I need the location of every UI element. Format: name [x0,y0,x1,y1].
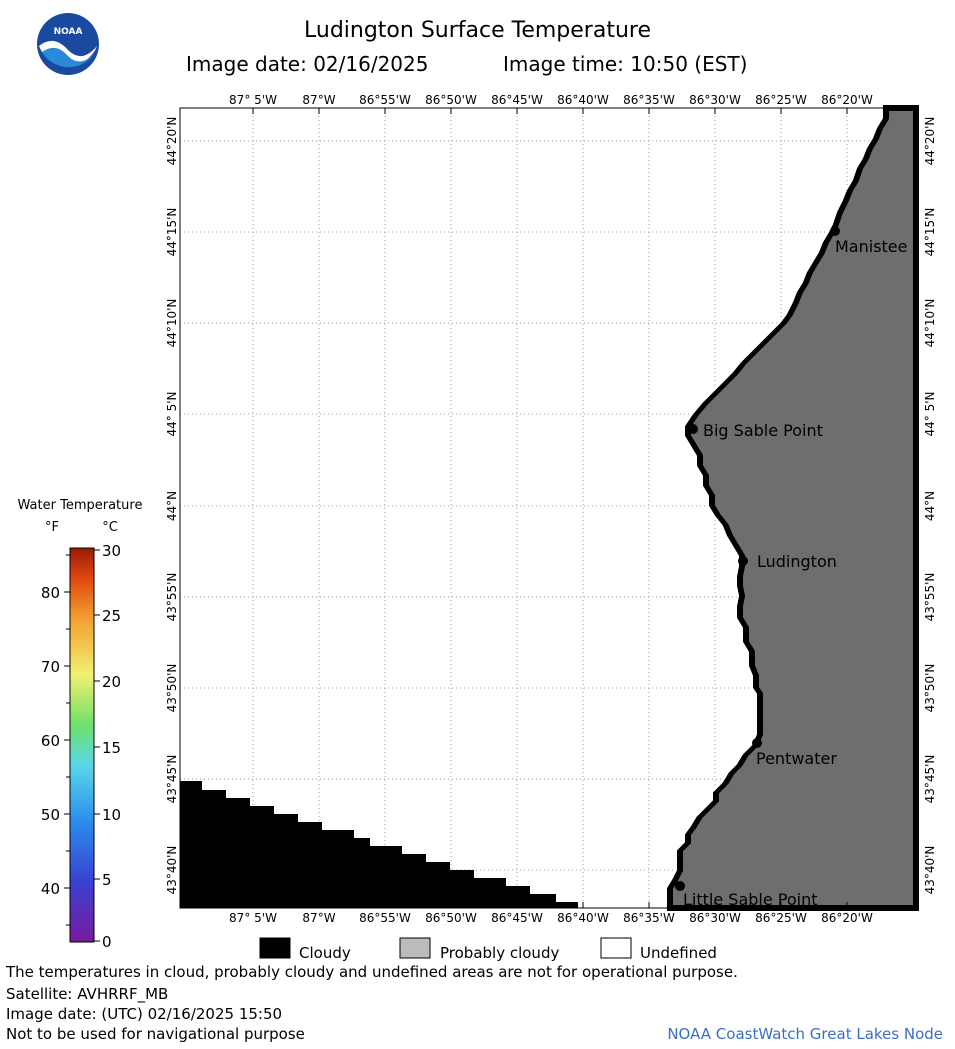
lon-label-bottom: 86°50'W [425,911,477,925]
lon-label-bottom: 87° 5'W [229,911,277,925]
lat-label-left: 43°40'N [165,846,179,895]
lon-label-bottom: 86°30'W [689,911,741,925]
colorbar-c-tick-label: 15 [102,739,121,757]
noaa-logo: NOAA [37,13,99,75]
lon-label-top: 86°25'W [755,93,807,107]
lon-label-top: 86°35'W [623,93,675,107]
legend-label-undefined: Undefined [640,944,717,962]
footer-satellite: Satellite: AVHRRF_MB [6,985,169,1003]
cloudy-area [180,781,578,908]
map-title: Ludington Surface Temperature [304,18,651,43]
land-area [667,105,919,911]
colorbar [69,547,95,943]
lat-label-left: 43°45'N [165,755,179,804]
lon-label-bottom: 87°W [302,911,335,925]
footer-utc-date: Image date: (UTC) 02/16/2025 15:50 [6,1005,283,1023]
footer-disclaimer: The temperatures in cloud, probably clou… [6,963,738,981]
lon-label-top: 86°50'W [425,93,477,107]
lat-label-right: 43°40'N [923,846,937,895]
lon-label-top: 86°55'W [359,93,411,107]
colorbar-c-tick-label: 25 [102,607,121,625]
lon-label-bottom: 86°45'W [491,911,543,925]
lon-label-top: 86°45'W [491,93,543,107]
image-date: Image date: 02/16/2025 [186,52,429,76]
lat-label-left: 44°20'N [165,117,179,166]
lat-label-right: 44°10'N [923,299,937,348]
colorbar-c-tick-label: 0 [102,933,112,951]
colorbar-f-ticks [64,554,70,926]
place-label-ludington: Ludington [757,552,837,571]
lon-label-top: 86°20'W [821,93,873,107]
lon-label-bottom: 86°20'W [821,911,873,925]
lat-label-right: 44°20'N [923,117,937,166]
colorbar-unit-c: °C [102,520,118,535]
colorbar-c-tick-label: 30 [102,542,121,560]
lat-label-right: 43°55'N [923,573,937,622]
lat-label-right: 44°15'N [923,208,937,257]
colorbar-c-tick-label: 20 [102,673,121,691]
colorbar-f-tick-label: 70 [41,658,60,676]
map-frame [179,107,917,909]
place-label-pentwater: Pentwater [756,749,837,768]
colorbar-f-tick-label: 60 [41,732,60,750]
image-time: Image time: 10:50 (EST) [503,52,748,76]
place-label-little-sable-point: Little Sable Point [683,890,818,909]
place-marker-little-sable-point [675,881,685,891]
legend-swatch-undefined [600,937,632,959]
lat-label-left: 43°50'N [165,664,179,713]
lon-label-top: 87°W [302,93,335,107]
colorbar-unit-f: °F [45,520,59,535]
lon-label-bottom: 86°55'W [359,911,411,925]
lat-label-left: 44°10'N [165,299,179,348]
colorbar-c-tick-label: 10 [102,806,121,824]
lon-label-bottom: 86°40'W [557,911,609,925]
colorbar-f-tick-label: 40 [41,880,60,898]
lon-label-top: 86°40'W [557,93,609,107]
lat-label-left: 44°15'N [165,208,179,257]
legend-swatch-cloudy [259,937,291,959]
colorbar-c-ticks [94,549,100,942]
footer-credit: NOAA CoastWatch Great Lakes Node [667,1025,943,1043]
lat-label-right: 44°N [923,491,937,521]
place-marker-manistee [830,226,840,236]
lat-label-left: 43°55'N [165,573,179,622]
colorbar-f-tick-label: 80 [41,584,60,602]
lon-label-bottom: 86°35'W [623,911,675,925]
lat-label-right: 43°50'N [923,664,937,713]
grid [180,108,916,908]
place-marker-ludington [738,556,748,566]
lat-label-left: 44°N [165,491,179,521]
place-label-big-sable-point: Big Sable Point [703,421,823,440]
legend-swatch-probably-cloudy [399,937,431,959]
lat-label-right: 44° 5'N [923,392,937,437]
legend-label-probably-cloudy: Probably cloudy [440,944,559,962]
place-label-manistee: Manistee [835,237,908,256]
lon-label-top: 87° 5'W [229,93,277,107]
lat-label-left: 44° 5'N [165,392,179,437]
place-marker-big-sable-point [688,424,698,434]
place-marker-pentwater [752,738,762,748]
footer-nav-warning: Not to be used for navigational purpose [6,1025,305,1043]
coastline [665,108,883,908]
legend-label-cloudy: Cloudy [299,944,351,962]
colorbar-title: Water Temperature [18,498,143,513]
colorbar-c-tick-label: 5 [102,871,112,889]
lon-label-bottom: 86°25'W [755,911,807,925]
lon-label-top: 86°30'W [689,93,741,107]
lon-ticks [252,108,848,908]
lat-label-right: 43°45'N [923,755,937,804]
colorbar-f-tick-label: 50 [41,806,60,824]
logo-text: NOAA [54,27,83,37]
